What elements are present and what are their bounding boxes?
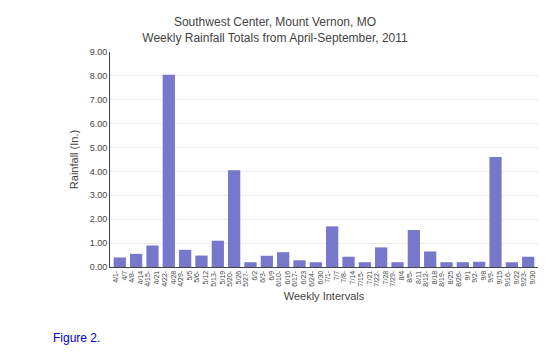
- svg-text:9/9-9/15: 9/9-9/15: [487, 270, 503, 284]
- svg-text:2.00: 2.00: [90, 214, 108, 224]
- svg-text:7/8-7/14: 7/8-7/14: [340, 270, 356, 284]
- svg-text:6/17-6/23: 6/17-6/23: [291, 270, 307, 287]
- svg-text:9/16-9/22: 9/16-9/22: [504, 270, 520, 287]
- svg-text:4/22-4/28: 4/22-4/28: [161, 270, 177, 287]
- svg-text:9/2-9/8: 9/2-9/8: [471, 270, 487, 283]
- svg-text:4/15-4/21: 4/15-4/21: [144, 270, 160, 287]
- svg-text:Figure 2.: Figure 2.: [53, 331, 100, 345]
- svg-text:5/27-6/2: 5/27-6/2: [242, 270, 258, 287]
- svg-text:5.00: 5.00: [90, 143, 108, 153]
- svg-text:4/29-5/5: 4/29-5/5: [177, 270, 193, 287]
- svg-text:Rainfall (In.): Rainfall (In.): [68, 130, 80, 189]
- svg-text:5/13-5/19: 5/13-5/19: [210, 270, 226, 287]
- svg-text:6/10-6/16: 6/10-6/16: [275, 270, 291, 287]
- svg-text:6/24-6/30: 6/24-6/30: [308, 270, 324, 287]
- svg-text:8/26-9/1: 8/26-9/1: [455, 270, 471, 287]
- svg-text:7/15-7/21: 7/15-7/21: [357, 270, 373, 287]
- svg-text:0.00: 0.00: [90, 262, 108, 272]
- svg-text:1.00: 1.00: [90, 238, 108, 248]
- svg-text:4/8-4/14: 4/8-4/14: [128, 270, 144, 284]
- svg-text:8/12-8/18: 8/12-8/18: [422, 270, 438, 287]
- svg-text:7/22-7/28: 7/22-7/28: [373, 270, 389, 287]
- svg-text:7/29-8/4: 7/29-8/4: [389, 270, 405, 287]
- svg-text:8/19-8/25: 8/19-8/25: [438, 270, 454, 287]
- svg-text:8/5-8/11: 8/5-8/11: [406, 270, 422, 284]
- svg-text:8.00: 8.00: [90, 71, 108, 81]
- svg-text:9.00: 9.00: [90, 47, 108, 57]
- svg-text:3.00: 3.00: [90, 190, 108, 200]
- svg-text:4.00: 4.00: [90, 167, 108, 177]
- svg-text:6/3-6/9: 6/3-6/9: [259, 270, 275, 283]
- svg-text:5/6-5/12: 5/6-5/12: [193, 270, 209, 284]
- svg-text:Southwest Center, Mount Vernon: Southwest Center, Mount Vernon, MOWeekly…: [142, 15, 408, 45]
- svg-text:7/1-7/7: 7/1-7/7: [324, 270, 340, 283]
- svg-text:9/23-9/30: 9/23-9/30: [520, 270, 536, 287]
- svg-text:Weekly Intervals: Weekly Intervals: [284, 290, 365, 302]
- svg-text:4/1-4/7: 4/1-4/7: [112, 270, 128, 283]
- svg-text:7.00: 7.00: [90, 95, 108, 105]
- svg-text:6.00: 6.00: [90, 119, 108, 129]
- svg-text:5/20-5/26: 5/20-5/26: [226, 270, 242, 287]
